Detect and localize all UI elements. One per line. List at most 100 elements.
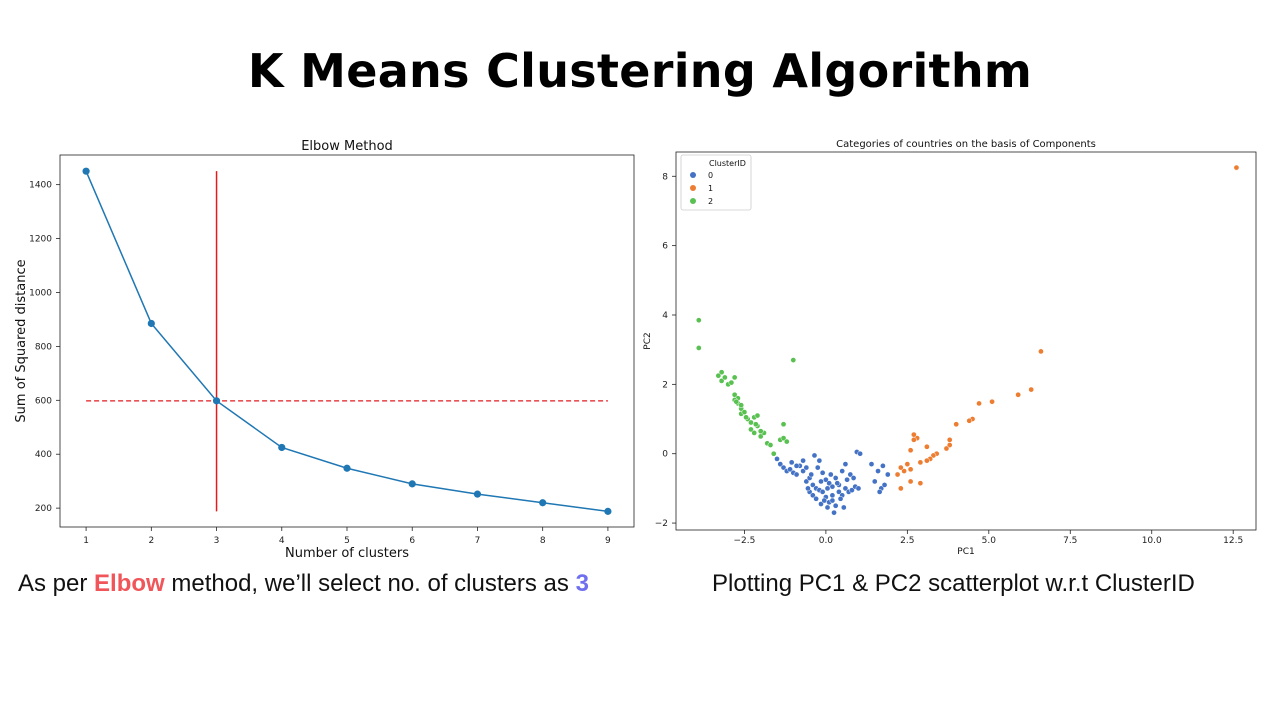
cluster-0-point xyxy=(847,471,854,478)
cluster-0-point xyxy=(868,461,875,467)
scatter-caption: Plotting PC1 & PC2 scatterplot w.r.t Clu… xyxy=(712,570,1195,597)
cluster-1-point xyxy=(904,461,911,467)
x-tick-label: 8 xyxy=(540,536,546,546)
cluster-1-point xyxy=(1028,386,1035,393)
cluster-2-point xyxy=(752,421,759,428)
cluster-1-point xyxy=(917,480,924,487)
cluster-0-point xyxy=(839,468,846,474)
cluster-0-point xyxy=(840,504,847,511)
legend-label-2: 2 xyxy=(708,197,713,206)
cluster-2-point xyxy=(718,369,725,376)
cluster-0-point xyxy=(824,485,831,492)
cluster-0-point xyxy=(829,497,836,504)
cluster-0-point xyxy=(810,492,816,499)
cluster-0-point xyxy=(793,471,800,478)
cluster-2-point xyxy=(728,379,735,386)
cluster-0-point xyxy=(810,482,816,488)
cluster-0-point xyxy=(814,464,821,471)
cluster-2-point xyxy=(722,374,728,381)
x-axis-label: Number of clusters xyxy=(285,546,409,561)
cluster-2-point xyxy=(738,402,745,409)
chart-title: Categories of countries on the basis of … xyxy=(836,139,1096,150)
legend-label-1: 1 xyxy=(708,184,713,193)
x-tick-label: 1 xyxy=(83,536,89,546)
cluster-0-point xyxy=(876,489,883,495)
slide-title: K Means Clustering Algorithm xyxy=(247,44,1033,98)
x-tick-label: −2.5 xyxy=(733,536,755,546)
y-axis-label: Sum of Squared distance xyxy=(14,259,29,422)
x-tick-label: 12.5 xyxy=(1223,536,1243,546)
cluster-0-point xyxy=(793,462,800,469)
cluster-2-point xyxy=(751,430,758,436)
y-tick-label: 1200 xyxy=(29,235,52,245)
cluster-0-point xyxy=(857,450,863,457)
cluster-2-point xyxy=(757,428,764,435)
y-tick-label: 6 xyxy=(662,242,668,252)
elbow-caption-cluster-count: 3 xyxy=(575,570,589,597)
cluster-1-point xyxy=(894,471,901,478)
y-tick-label: −2 xyxy=(655,519,668,529)
y-tick-label: 4 xyxy=(662,311,668,321)
cluster-1-point xyxy=(1233,164,1240,171)
chart-title: Elbow Method xyxy=(301,139,393,154)
elbow-data-point xyxy=(473,490,482,498)
elbow-caption: As per Elbow method, we’ll select no. of… xyxy=(18,570,589,598)
cluster-0-point xyxy=(774,456,780,462)
y-tick-label: 1400 xyxy=(29,181,52,191)
cluster-1-point xyxy=(1038,348,1044,355)
cluster-0-point xyxy=(880,462,886,469)
cluster-0-point xyxy=(827,471,834,478)
cluster-0-point xyxy=(800,468,806,474)
elbow-data-point xyxy=(539,499,547,507)
cluster-1-point xyxy=(907,466,914,473)
y-tick-label: 1000 xyxy=(29,288,52,298)
cluster-2-point xyxy=(770,450,777,457)
legend-title: ClusterID xyxy=(709,159,746,168)
legend-marker-1 xyxy=(690,185,696,191)
cluster-0-point xyxy=(813,495,819,502)
cluster-0-point xyxy=(816,457,823,464)
elbow-series-line xyxy=(85,170,609,513)
legend-box xyxy=(680,154,752,211)
cluster-0-point xyxy=(875,468,881,474)
cluster-0-point xyxy=(819,489,826,495)
cluster-2-point xyxy=(733,398,740,405)
plot-frame xyxy=(675,151,1257,531)
cluster-0-point xyxy=(803,464,810,471)
cluster-0-point xyxy=(829,483,836,490)
cluster-2-point xyxy=(715,372,722,379)
cluster-0-point xyxy=(850,475,857,481)
legend-marker-0 xyxy=(690,172,696,178)
y-tick-label: 600 xyxy=(35,396,52,406)
x-tick-label: 5 xyxy=(344,536,350,546)
cluster-1-point xyxy=(924,457,930,464)
elbow-data-point xyxy=(343,464,351,472)
cluster-0-point xyxy=(842,461,849,467)
elbow-data-point xyxy=(408,480,416,488)
cluster-0-point xyxy=(871,478,878,485)
pca-scatter-chart: Categories of countries on the basis of … xyxy=(643,139,1257,557)
cluster-0-point xyxy=(832,475,839,481)
cluster-0-point xyxy=(787,466,793,473)
cluster-0-point xyxy=(831,509,837,516)
cluster-1-point xyxy=(911,436,917,443)
legend: ClusterID 0 1 2 xyxy=(680,154,752,211)
cluster-0-point xyxy=(800,457,806,464)
x-tick-label: 10.0 xyxy=(1142,536,1162,546)
cluster-0-point xyxy=(834,480,841,487)
cluster-1-point xyxy=(907,447,914,454)
legend-marker-2 xyxy=(690,198,696,204)
cluster-0-point xyxy=(777,461,784,467)
cluster-1-point xyxy=(897,485,904,492)
cluster-1-point xyxy=(946,442,953,448)
cluster-2-point xyxy=(748,419,754,426)
y-tick-label: 0 xyxy=(662,450,668,460)
x-axis-label: PC1 xyxy=(957,547,974,557)
cluster-1-point xyxy=(897,464,904,471)
cluster-1-point xyxy=(907,478,914,485)
cluster-1-point xyxy=(946,436,953,443)
cluster-1-point xyxy=(1015,391,1021,398)
cluster-0-point xyxy=(844,476,850,483)
cluster-0-point xyxy=(803,478,810,485)
cluster-2-point xyxy=(783,438,790,445)
